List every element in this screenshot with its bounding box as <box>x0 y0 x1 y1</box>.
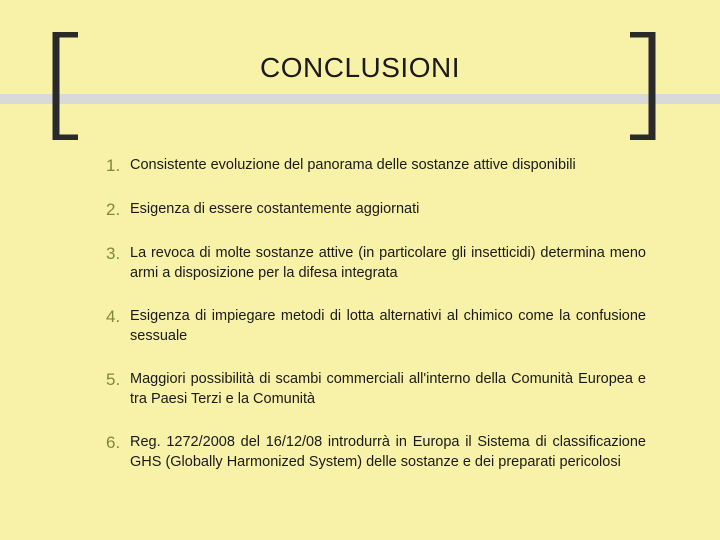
item-text: Reg. 1272/2008 del 16/12/08 introdurrà i… <box>128 433 646 472</box>
item-text: Esigenza di essere costantemente aggiorn… <box>128 200 419 220</box>
item-text: Maggiori possibilità di scambi commercia… <box>128 370 646 409</box>
decor-stripe <box>0 94 720 104</box>
item-number: 3. <box>106 244 128 264</box>
list-item: 5. Maggiori possibilità di scambi commer… <box>106 370 646 409</box>
item-number: 2. <box>106 200 128 220</box>
list-item: 2. Esigenza di essere costantemente aggi… <box>106 200 646 220</box>
page-title: CONCLUSIONI <box>0 52 720 84</box>
list-item: 4. Esigenza di impiegare metodi di lotta… <box>106 307 646 346</box>
item-number: 6. <box>106 433 128 453</box>
item-number: 1. <box>106 156 128 176</box>
item-text: Esigenza di impiegare metodi di lotta al… <box>128 307 646 346</box>
bracket-right-icon <box>628 32 656 140</box>
item-text: La revoca di molte sostanze attive (in p… <box>128 244 646 283</box>
item-text: Consistente evoluzione del panorama dell… <box>128 156 576 176</box>
bracket-left-icon <box>52 32 80 140</box>
item-number: 4. <box>106 307 128 327</box>
conclusions-list: 1. Consistente evoluzione del panorama d… <box>106 156 646 497</box>
list-item: 3. La revoca di molte sostanze attive (i… <box>106 244 646 283</box>
item-number: 5. <box>106 370 128 390</box>
list-item: 1. Consistente evoluzione del panorama d… <box>106 156 646 176</box>
list-item: 6. Reg. 1272/2008 del 16/12/08 introdurr… <box>106 433 646 472</box>
